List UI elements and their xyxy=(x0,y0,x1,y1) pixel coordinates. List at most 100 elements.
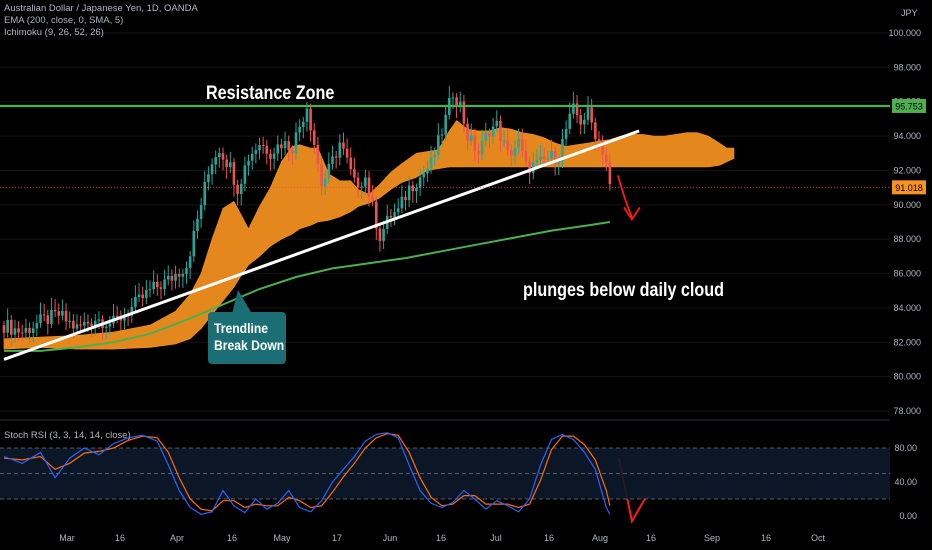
time-tick-6: Jun xyxy=(383,533,398,543)
candle-body xyxy=(104,326,108,329)
candle-body xyxy=(188,256,192,269)
candle-body xyxy=(90,323,93,326)
candle-body xyxy=(323,178,327,187)
candle-body xyxy=(141,294,144,299)
candle-body xyxy=(31,328,35,334)
candle-body xyxy=(418,177,422,189)
price-tick-5: 90.000 xyxy=(893,200,921,210)
candle-body xyxy=(17,328,20,333)
candle-body xyxy=(473,135,477,152)
time-tick-0: Mar xyxy=(59,533,75,543)
stoch-tick-1: 40.00 xyxy=(894,477,917,487)
candle-body xyxy=(61,310,64,316)
candle-body xyxy=(75,324,79,329)
price-tick-4: 92.000 xyxy=(893,165,921,175)
candle-body xyxy=(123,315,126,321)
candle-body xyxy=(334,156,338,158)
time-tick-10: Aug xyxy=(592,533,608,543)
time-tick-7: 16 xyxy=(436,533,446,543)
cloud-area xyxy=(3,120,735,350)
price-tick-8: 84.000 xyxy=(893,303,921,313)
candle-body xyxy=(50,309,53,324)
candle-body xyxy=(579,115,582,125)
candle-body xyxy=(166,275,170,280)
cloud-break-label: plunges below daily cloud xyxy=(523,280,725,301)
callout-line-2: Break Down xyxy=(214,338,285,353)
candle-body xyxy=(309,108,312,131)
candle-body xyxy=(371,196,374,202)
stoch-rsi-legend[interactable]: Stoch RSI (3, 3, 14, 14, close) xyxy=(4,430,131,441)
candle-body xyxy=(294,132,298,154)
candle-body xyxy=(608,162,612,185)
time-tick-8: Jul xyxy=(490,533,502,543)
candle-body xyxy=(35,323,39,329)
candle-body xyxy=(546,158,550,160)
candle-body xyxy=(46,315,50,324)
ichimoku-legend[interactable]: Ichimoku (9, 26, 52, 26) xyxy=(4,27,104,38)
candle-body xyxy=(28,327,31,334)
candle-body xyxy=(247,160,250,166)
candle-body xyxy=(572,103,575,114)
candle-body xyxy=(561,138,564,162)
candle-body xyxy=(382,228,385,241)
time-axis: Mar 16 Apr 16 May 17 Jun 16 Jul 16 Aug 16 Sep 16 Oct xyxy=(59,533,825,543)
candle-body xyxy=(458,101,462,107)
candle-body xyxy=(254,150,258,154)
candle-body xyxy=(601,141,604,155)
candle-body xyxy=(564,128,568,139)
candle-body xyxy=(218,153,221,158)
candle-body xyxy=(203,181,207,206)
symbol-legend[interactable]: Australian Dollar / Japanese Yen, 1D, OA… xyxy=(4,3,198,14)
candle-body xyxy=(214,157,217,165)
candle-body xyxy=(258,145,261,151)
candle-body xyxy=(517,138,520,148)
callout-tail xyxy=(232,290,252,314)
candle-body xyxy=(181,274,185,277)
candle-body xyxy=(130,306,134,316)
candle-body xyxy=(404,196,407,201)
candle-body xyxy=(236,184,239,195)
candle-body xyxy=(499,120,502,142)
candle-body xyxy=(68,320,71,322)
time-tick-2: Apr xyxy=(170,533,184,543)
candle-body xyxy=(276,144,280,154)
candle-body xyxy=(42,314,46,316)
time-tick-9: 16 xyxy=(544,533,554,543)
stoch-rsi-panel xyxy=(0,432,890,515)
candle-body xyxy=(491,126,495,137)
time-tick-11: 16 xyxy=(646,533,656,543)
candle-body xyxy=(539,156,542,161)
ema-200-line xyxy=(4,221,611,352)
candle-body xyxy=(199,205,203,219)
candle-body xyxy=(594,122,597,140)
candle-body xyxy=(320,163,323,187)
ema-legend[interactable]: EMA (200, close, 0, SMA, 5) xyxy=(4,15,124,26)
price-tick-7: 86.000 xyxy=(893,269,921,279)
candle-body xyxy=(261,145,265,147)
candle-body xyxy=(134,297,137,307)
last-price-badge-text: 91.018 xyxy=(895,183,923,193)
candle-body xyxy=(72,320,75,329)
candle-body xyxy=(400,196,404,209)
price-tick-6: 88.000 xyxy=(893,234,921,244)
price-tick-10: 80.000 xyxy=(893,372,921,382)
candle-body xyxy=(331,156,334,164)
candle-body xyxy=(550,151,553,159)
stoch-d-line xyxy=(3,432,611,512)
candle-body xyxy=(108,323,112,327)
ichimoku-cloud xyxy=(3,120,735,350)
candle-body xyxy=(462,101,466,124)
candle-body xyxy=(250,153,254,161)
stoch-tick-0: 80.00 xyxy=(894,443,917,453)
time-tick-3: 16 xyxy=(227,533,237,543)
candle-body xyxy=(407,185,411,201)
grid-lines xyxy=(0,32,890,421)
candle-body xyxy=(156,281,159,288)
candle-body xyxy=(396,208,400,213)
candle-body xyxy=(590,107,593,123)
candle-body xyxy=(597,139,601,142)
candle-body xyxy=(510,149,513,156)
candle-body xyxy=(513,147,517,156)
candle-body xyxy=(79,324,82,326)
candle-body xyxy=(2,325,6,333)
